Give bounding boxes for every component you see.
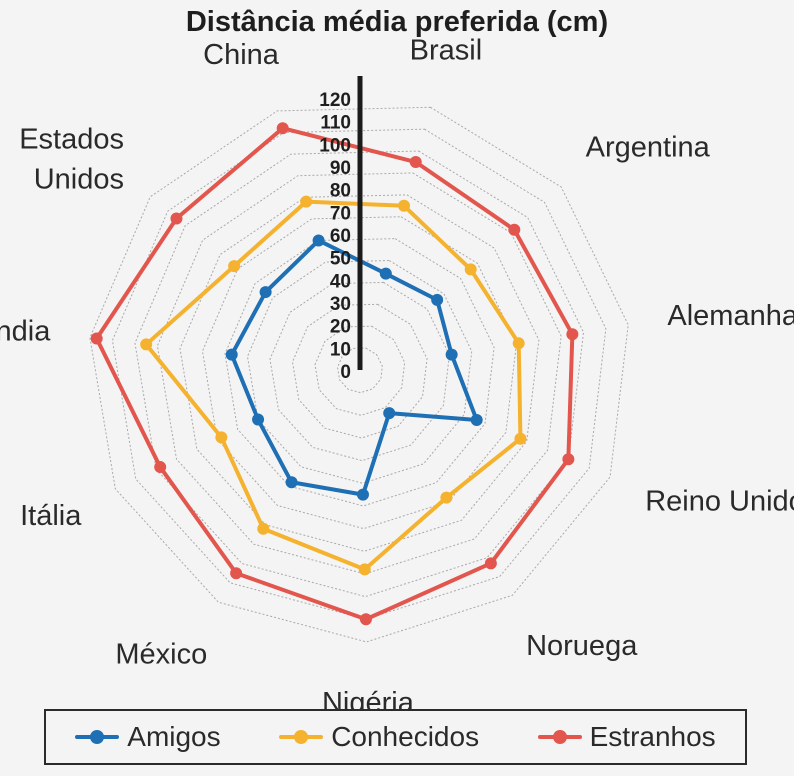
series-line-conhecidos [144,199,523,572]
grid-ring-110 [111,128,607,620]
point-amigos-2 [445,348,458,361]
point-estranhos-8 [90,332,103,345]
category-label-line: Brasil [410,34,483,66]
tick-label-20: 20 [330,317,351,338]
point-conhecidos-3 [514,432,527,445]
point-conhecidos-0 [397,199,410,212]
point-estranhos-2 [566,328,579,341]
legend-item-amigos: Amigos [75,721,221,753]
tick-label-40: 40 [330,271,351,292]
tick-label-100: 100 [319,135,351,156]
category-label-line: Noruega [526,630,638,662]
category-label-line: China [203,39,280,71]
point-estranhos-10 [276,122,289,135]
point-amigos-9 [259,286,272,299]
category-label-line: Índia [0,315,51,348]
point-amigos-7 [252,413,265,426]
legend-swatch-estranhos [537,730,582,744]
point-amigos-6 [285,476,298,489]
category-label-2: Alemanha [667,300,794,332]
category-label-8: Índia [0,315,51,348]
point-estranhos-3 [562,453,575,466]
point-conhecidos-10 [300,195,313,208]
tick-label-50: 50 [330,249,351,270]
tick-label-30: 30 [330,294,351,315]
point-conhecidos-7 [215,431,228,444]
legend-label-conhecidos: Conhecidos [331,721,480,752]
point-conhecidos-8 [140,338,153,351]
point-amigos-0 [379,267,392,280]
grid-ring-20 [314,325,406,416]
series-line-amigos [229,238,479,497]
point-conhecidos-6 [257,522,270,535]
category-label-line: Itália [20,500,82,532]
category-label-6: México [115,638,207,670]
legend-item-estranhos: Estranhos [537,721,716,753]
legend-swatch-conhecidos [279,730,324,744]
tick-label-60: 60 [330,226,351,247]
category-label-10: China [203,39,280,71]
grid-ring-90 [156,172,562,575]
category-label-9: Estados Unidos [19,124,124,196]
category-label-line: Argentina [586,132,711,164]
point-estranhos-6 [230,567,243,580]
category-label-1: Argentina [586,132,711,164]
point-estranhos-9 [170,212,183,225]
legend: Amigos Conhecidos Estranhos [44,709,747,765]
point-estranhos-1 [508,223,521,236]
grid-ring-10 [336,347,383,394]
point-amigos-3 [470,413,483,426]
tick-label-80: 80 [330,181,351,202]
category-label-line: Alemanha [667,300,794,332]
tick-label-90: 90 [330,158,351,179]
point-estranhos-7 [154,461,167,474]
category-label-0: Brasil [410,34,483,66]
point-conhecidos-4 [440,491,453,504]
tick-label-110: 110 [320,113,351,134]
point-estranhos-4 [484,557,497,570]
point-estranhos-0 [409,156,422,169]
tick-label-120: 120 [319,90,351,111]
point-conhecidos-1 [464,263,477,276]
point-conhecidos-2 [512,337,525,350]
grid-ring-40 [269,281,450,462]
legend-label-estranhos: Estranhos [589,721,716,752]
point-amigos-1 [431,293,444,306]
grid-ring-50 [246,260,473,484]
legend-label-amigos: Amigos [127,721,221,752]
series-line-estranhos [94,126,575,622]
chart-title: Distância média preferida (cm) [185,6,609,38]
legend-item-conhecidos: Conhecidos [279,721,479,753]
category-label-4: Noruega [526,630,638,662]
point-estranhos-5 [359,613,372,626]
grid-ring-60 [224,238,495,507]
tick-label-0: 0 [340,362,351,383]
category-label-line: Unidos [34,164,124,196]
point-amigos-5 [356,488,369,501]
category-label-line: Reino Unido [645,486,794,518]
point-conhecidos-5 [358,563,371,576]
point-amigos-4 [383,407,396,420]
grid-ring-120 [89,106,629,643]
tick-label-70: 70 [330,203,351,224]
point-amigos-8 [225,348,238,361]
grid-ring-80 [179,194,540,552]
point-conhecidos-9 [228,260,241,273]
category-label-line: México [115,638,207,670]
tick-label-10: 10 [330,339,351,360]
category-label-3: Reino Unido [645,486,794,518]
point-amigos-10 [312,234,325,247]
category-label-7: Itália [20,500,82,532]
legend-swatch-amigos [75,730,120,744]
category-label-line: Estados [19,124,124,156]
